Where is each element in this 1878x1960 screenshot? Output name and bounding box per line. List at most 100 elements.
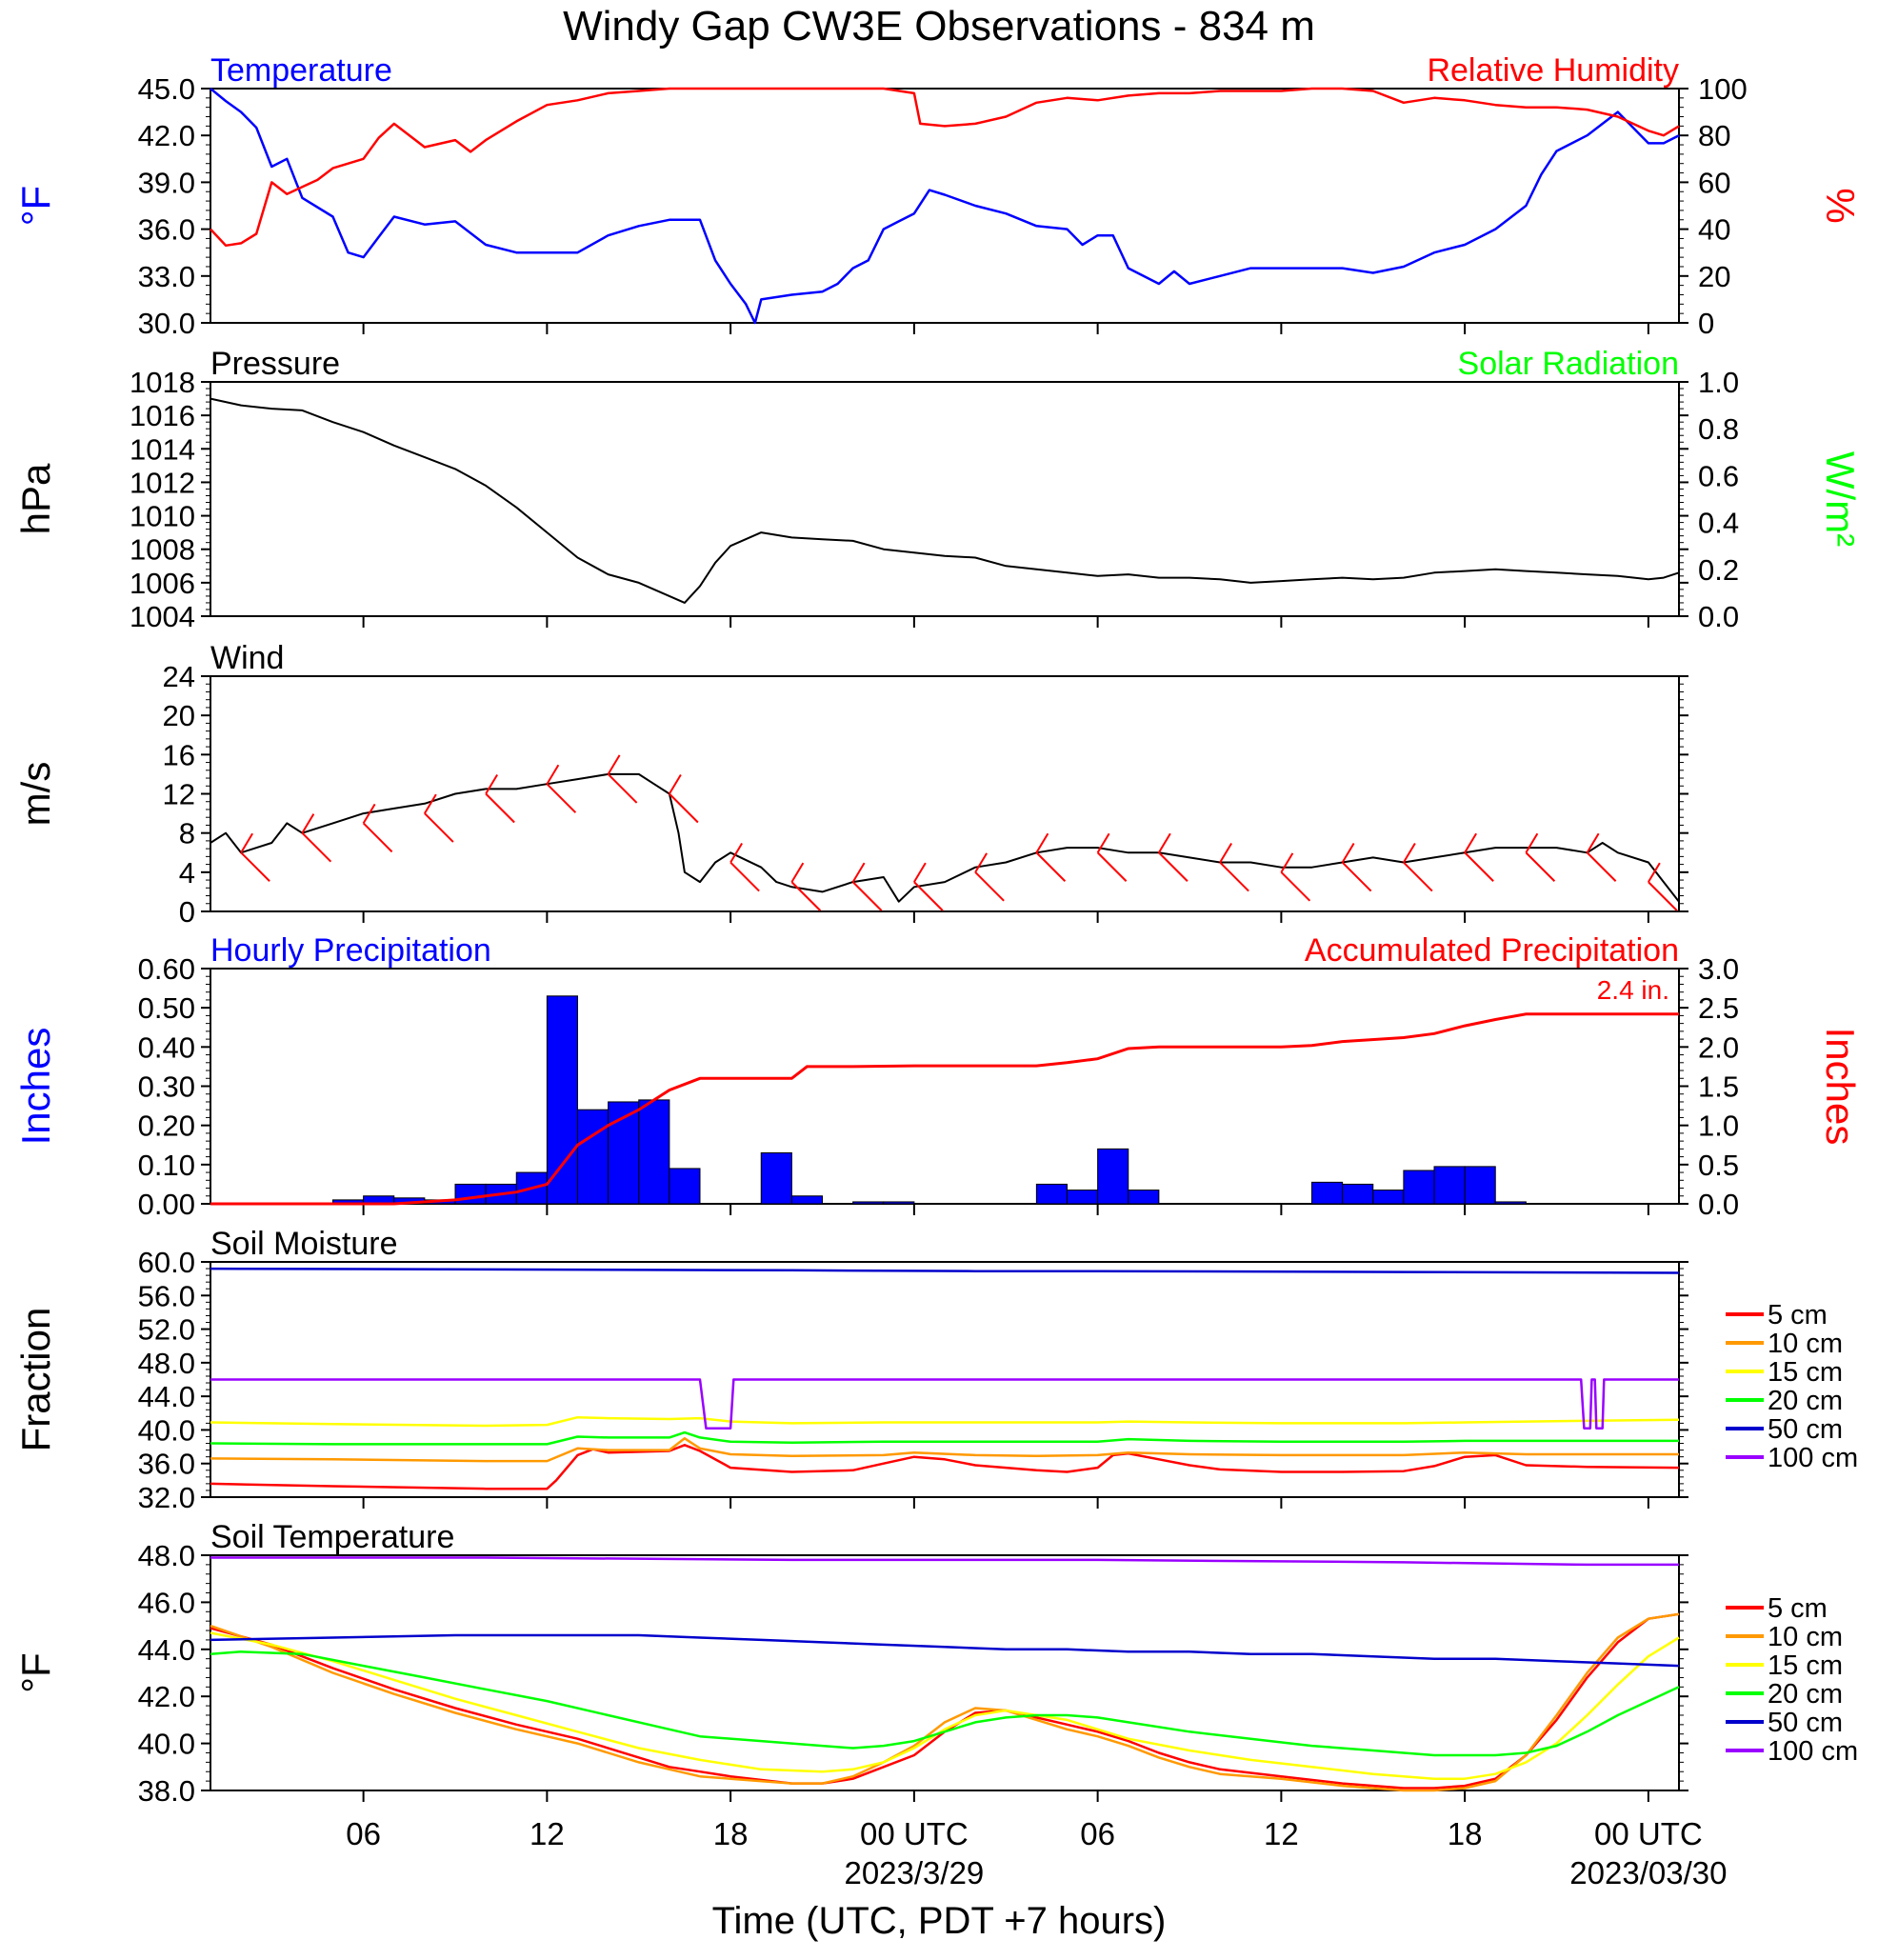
wind-barb-flag [1464,832,1477,853]
soil-temperature-ytick-label: 46.0 [138,1586,195,1619]
soil-moisture-legend-label: 15 cm [1768,1357,1843,1388]
pressure-right-title: Solar Radiation [1458,346,1679,382]
wind-ytick-label: 4 [179,856,195,890]
temperature-rh-ytick-label: 33.0 [138,260,195,293]
precipitation-bar [1128,1190,1160,1205]
wind-frame [210,675,1680,912]
soil-temperature-ytick-label: 42.0 [138,1680,195,1713]
pressure-ytick-right-label: 0.2 [1698,553,1739,587]
precipitation-ytick-label: 0.10 [138,1149,195,1182]
pressure-ytick-right-label: 1.0 [1698,366,1739,399]
wind-ytick-label: 0 [179,895,195,929]
precipitation-ytick-right-label: 3.0 [1698,952,1739,986]
precipitation-bar [760,1151,792,1205]
wind-barb-staff [1280,871,1311,902]
soil-moisture-legend-label: 100 cm [1768,1443,1858,1473]
precipitation-ylabel-left: Inches [13,1028,58,1146]
x-tick-label: 18 [1448,1816,1483,1851]
x-tick-label: 06 [346,1816,381,1851]
soil-temperature-legend-label: 20 cm [1768,1679,1843,1710]
precipitation-bar [1433,1166,1466,1205]
wind-ytick-label: 12 [163,778,195,811]
pressure-ylabel-left: hPa [13,463,58,534]
precipitation-ytick-right-label: 2.5 [1698,991,1739,1025]
temperature-rh-series-line [210,88,1680,325]
wind-barb-staff [1035,851,1067,882]
soil-moisture-ytick-label: 36.0 [138,1448,195,1481]
wind-series-line [210,772,1680,903]
wind-barb-staff [974,871,1005,902]
panels-group: 45.042.039.036.033.030.0100806040200Temp… [13,52,1863,1808]
x-axis-label: Time (UTC, PDT +7 hours) [712,1900,1167,1942]
precipitation-right-title: Accumulated Precipitation [1305,932,1679,969]
precipitation-ytick-right-label: 1.5 [1698,1070,1739,1104]
wind-barb-staff [607,773,638,804]
wind-barb-staff [729,861,760,892]
precipitation-bar [852,1201,885,1205]
wind-ylabel-left: m/s [13,762,58,827]
wind-barb-flag [362,803,376,824]
temperature-rh-ytick-right-label: 80 [1698,119,1730,152]
soil-temperature-legend-label: 5 cm [1768,1593,1828,1624]
wind-barb-staff [1648,881,1678,911]
wind-barb-staff [1219,861,1249,892]
soil-temperature-frame [210,1554,1680,1791]
soil-temperature-series-line [210,1612,1680,1792]
soil-temperature-ytick-label: 40.0 [138,1728,195,1761]
precipitation-bar [1494,1201,1527,1205]
temperature-rh-series-line [210,87,1680,248]
precipitation-bar [1403,1170,1435,1205]
temperature-rh-ytick-label: 36.0 [138,213,195,247]
wind-barb-flag [913,862,927,883]
soil-moisture-panel: 60.056.052.048.044.040.036.032.0 Soil Moi… [13,1226,1858,1514]
soil-moisture-legend-label: 50 cm [1768,1414,1843,1445]
temperature-rh-ytick-label: 42.0 [138,119,195,152]
precipitation-ytick-label: 0.60 [138,952,195,986]
x-tick-label: 06 [1080,1816,1115,1851]
wind-barb-staff [851,881,883,911]
pressure-ytick-label: 1018 [130,366,195,399]
precipitation-accumulated-line [210,1012,1679,1206]
soil-moisture-series-line [210,1444,1680,1490]
wind-barb-flag [729,843,743,864]
pressure-ytick-right-label: 0.6 [1698,459,1739,492]
pressure-ytick-right-label: 0.0 [1698,600,1739,633]
soil-temperature-ylabel-left: °F [13,1652,58,1692]
pressure-ytick-right-label: 0.4 [1698,507,1739,540]
wind-barb-flag [1158,832,1171,853]
soil-moisture-series-line [210,1437,1679,1463]
soil-moisture-ytick-label: 52.0 [138,1313,195,1347]
soil-moisture-ytick-label: 44.0 [138,1380,195,1413]
wind-barb-flag [669,773,682,795]
precipitation-bar [638,1099,670,1205]
temperature-rh-ytick-label: 39.0 [138,166,195,199]
soil-temperature-panel: 48.0 46.0 44.0 42.0 40.0 38.0 Soil Temperature… [13,1519,1858,1808]
wind-barb-flag [1219,843,1232,864]
wind-barb-staff [546,783,577,813]
temperature-rh-ytick-right-label: 0 [1698,307,1714,340]
precipitation-ytick-label: 0.00 [138,1188,195,1221]
figure-title: Windy Gap CW3E Observations - 834 m [563,3,1315,50]
pressure-left-title: Pressure [210,346,340,382]
wind-ytick-label: 16 [163,738,195,771]
x-axis: 06 12 18 00 UTC 06 12 18 00 UTC 2023/3/29 2023/03… [346,1816,1727,1890]
soil-temperature-legend-label: 10 cm [1768,1622,1843,1652]
temperature-rh-ytick-label: 30.0 [138,307,195,340]
precipitation-ytick-right-label: 1.0 [1698,1110,1739,1143]
soil-temperature-ytick-label: 48.0 [138,1539,195,1572]
wind-barb-staff [485,792,515,824]
soil-temperature-legend-label: 50 cm [1768,1708,1843,1738]
pressure-ytick-label: 1008 [130,533,195,567]
wind-barb-flag [1341,843,1355,864]
soil-temperature-series-line [210,1631,1680,1780]
precipitation-bar [1342,1183,1374,1205]
wind-barb-staff [1586,851,1617,882]
x-tick-label: 18 [713,1816,749,1851]
wind-barb-flag [546,764,560,785]
wind-left-title: Wind [210,640,284,676]
pressure-ytick-label: 1016 [130,399,195,432]
pressure-ytick-label: 1006 [130,567,195,600]
precipitation-bar [546,995,578,1205]
pressure-ytick-label: 1012 [130,466,195,499]
wind-barb-flag [1525,832,1539,853]
